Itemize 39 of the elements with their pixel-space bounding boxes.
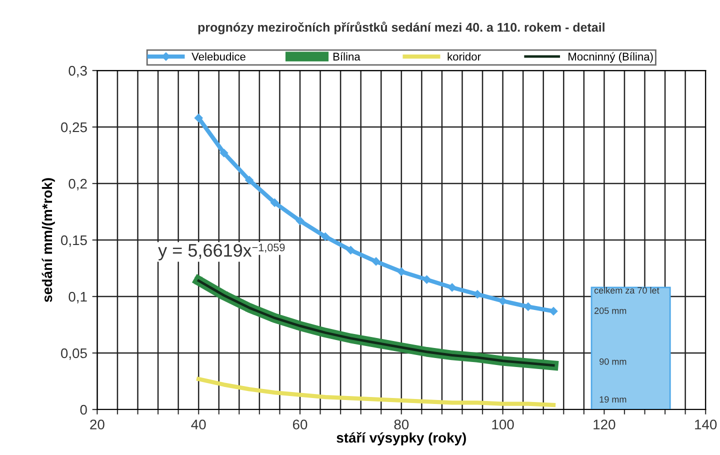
annotation: 90 mm — [600, 358, 626, 365]
x-tick-label: 20 — [90, 420, 104, 430]
point — [194, 114, 203, 122]
x-tick-label: 80 — [394, 420, 409, 430]
point — [270, 198, 279, 207]
point — [245, 176, 254, 184]
point — [524, 302, 532, 311]
point — [498, 296, 507, 306]
y-tick-label: 0,05 — [60, 348, 87, 360]
point — [321, 232, 330, 241]
point — [346, 246, 355, 254]
x-tick-label: 140 — [695, 420, 717, 430]
point — [296, 216, 304, 225]
annotation: 19 mm — [600, 396, 626, 403]
y-tick-label: 0,2 — [68, 178, 87, 190]
x-tick-label: 120 — [594, 420, 616, 430]
legend-label: koridor — [448, 52, 481, 61]
legend-label: Bílina — [333, 52, 360, 61]
annotation: 205 mm — [594, 308, 626, 314]
x-tick-label: 40 — [191, 420, 206, 430]
line-series — [196, 376, 556, 408]
x-tick-label: 100 — [492, 420, 514, 430]
y-tick-label: 0,3 — [68, 66, 87, 78]
y-tick-label: 0 — [80, 404, 87, 415]
point — [220, 148, 228, 158]
point — [448, 283, 456, 292]
y-tick-label: 0,25 — [60, 122, 87, 134]
point — [372, 257, 380, 266]
legend-label: Velebudice — [192, 52, 246, 61]
y-axis-title: sedání mm/(m*rok) — [42, 178, 55, 302]
x-tick-label: 60 — [292, 420, 308, 430]
chart-title: prognózy meziročních přírůstků sedání mezi 40. a 110. rokem - detail — [198, 22, 604, 34]
legend-label: Mocninný (Bílina) — [568, 52, 653, 63]
x-axis-title: stáří výsypky (roky) — [336, 432, 466, 446]
annotation: celkem za 70 let — [594, 286, 660, 294]
point — [397, 268, 406, 276]
y-tick-label: 0,15 — [60, 235, 87, 247]
point — [422, 275, 431, 284]
y-tick-label: 0,1 — [68, 292, 87, 304]
